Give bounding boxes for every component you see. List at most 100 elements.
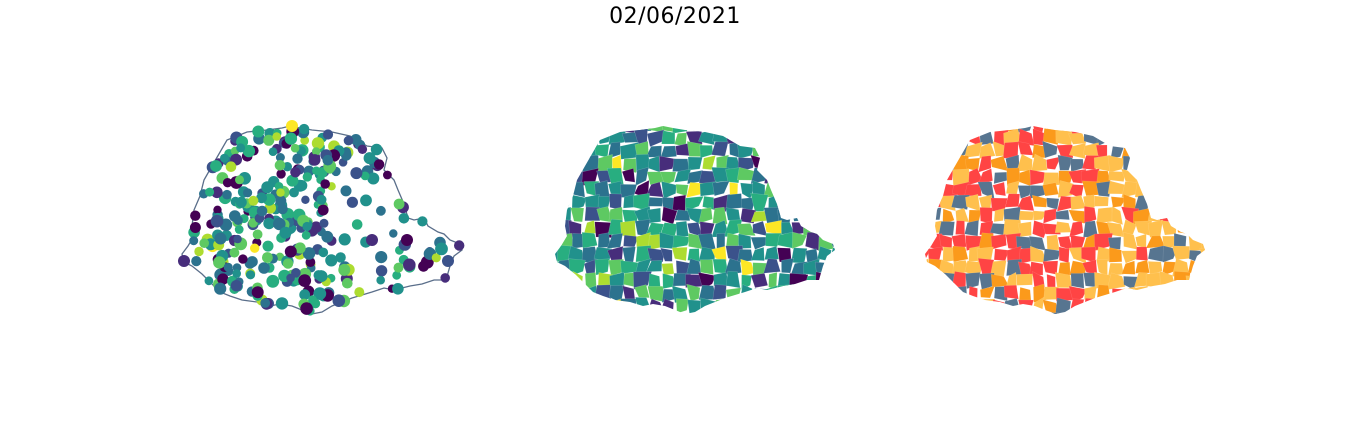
municipality-polygon <box>646 298 664 314</box>
municipality-polygon <box>805 232 820 251</box>
municipality-polygon <box>942 169 954 181</box>
municipality-polygon <box>675 220 689 238</box>
municipality-point <box>346 196 358 208</box>
municipality-polygon <box>623 311 639 314</box>
municipality-polygon <box>750 313 769 314</box>
municipality-polygon <box>1110 126 1124 133</box>
municipality-polygon <box>635 166 649 187</box>
municipality-polygon <box>1084 206 1097 224</box>
municipality-polygon <box>777 195 796 209</box>
municipality-point <box>294 242 306 254</box>
municipality-polygon <box>1046 234 1060 252</box>
municipality-polygon <box>842 193 860 211</box>
municipality-point <box>376 275 385 285</box>
municipality-polygon <box>791 155 805 173</box>
municipality-polygon <box>764 245 780 260</box>
municipality-polygon <box>1187 224 1202 238</box>
municipality-polygon <box>697 272 717 290</box>
municipality-point <box>375 265 388 277</box>
municipality-polygon <box>965 272 981 290</box>
municipality-polygon <box>977 168 993 187</box>
municipality-polygon <box>964 126 983 132</box>
municipality-polygon <box>776 158 795 170</box>
municipality-point <box>245 270 256 280</box>
municipality-polygon <box>844 141 859 159</box>
municipality-polygon <box>674 209 691 221</box>
municipality-polygon <box>688 313 703 314</box>
municipality-polygon <box>763 258 781 274</box>
municipality-polygon <box>788 196 806 209</box>
municipality-polygon <box>1005 310 1023 314</box>
municipality-point <box>373 159 385 170</box>
municipality-polygon <box>830 222 835 238</box>
municipality-polygon <box>1068 209 1085 224</box>
municipality-polygon <box>555 313 560 314</box>
municipality-polygon <box>816 169 832 183</box>
municipality-polygon <box>828 170 835 182</box>
municipality-polygon <box>568 328 584 342</box>
municipality-polygon <box>804 154 817 171</box>
municipality-polygon <box>955 207 970 223</box>
municipality-polygon <box>844 298 857 316</box>
municipality-polygon <box>1107 236 1122 250</box>
municipality-polygon <box>1215 246 1229 260</box>
municipality-polygon <box>925 300 927 314</box>
municipality-polygon <box>633 271 652 290</box>
municipality-polygon <box>1029 309 1045 314</box>
municipality-polygon <box>1112 288 1123 300</box>
municipality-polygon <box>1094 310 1110 314</box>
municipality-point <box>222 178 233 188</box>
municipality-polygon <box>1031 153 1048 172</box>
municipality-polygon <box>672 324 690 341</box>
municipality-polygon <box>557 311 575 314</box>
municipality-polygon <box>660 171 677 186</box>
municipality-polygon <box>805 193 822 211</box>
municipality-polygon <box>1163 327 1177 339</box>
municipality-polygon <box>1173 194 1190 212</box>
municipality-point <box>256 192 267 204</box>
municipality-polygon <box>814 261 832 274</box>
municipality-polygon <box>790 206 807 222</box>
municipality-polygon <box>925 194 931 211</box>
municipality-polygon <box>739 315 756 329</box>
municipality-polygon <box>781 183 793 199</box>
municipality-polygon <box>698 207 713 224</box>
municipality-polygon <box>1029 185 1047 200</box>
municipality-polygon <box>1215 168 1230 186</box>
municipality-polygon <box>1199 286 1205 301</box>
municipality-polygon <box>926 155 940 172</box>
municipality-polygon <box>1147 261 1163 276</box>
municipality-polygon <box>1108 171 1126 182</box>
municipality-point <box>311 137 325 150</box>
municipality-polygon <box>792 231 808 249</box>
municipality-polygon <box>829 324 844 340</box>
municipality-polygon <box>1016 309 1035 314</box>
municipality-polygon <box>804 168 821 187</box>
municipality-point <box>276 169 286 179</box>
municipality-point <box>286 273 295 283</box>
municipality-polygon <box>571 126 586 133</box>
municipality-point <box>316 194 327 205</box>
municipality-polygon <box>1057 154 1073 171</box>
municipality-polygon <box>597 126 611 134</box>
municipality-point <box>454 240 465 251</box>
municipality-polygon <box>1083 194 1095 210</box>
municipality-polygon <box>1186 283 1204 300</box>
municipality-point <box>361 194 371 204</box>
municipality-polygon <box>991 312 1009 314</box>
municipality-polygon <box>1133 142 1150 157</box>
municipality-polygon <box>964 219 979 237</box>
municipality-polygon <box>1096 207 1113 224</box>
municipality-polygon <box>815 195 831 212</box>
municipality-point <box>325 254 338 267</box>
municipality-polygon <box>828 284 835 303</box>
municipality-polygon <box>712 325 728 342</box>
municipality-point <box>266 274 280 288</box>
municipality-polygon <box>843 246 859 261</box>
municipality-polygon <box>805 284 821 302</box>
municipality-polygon <box>1059 323 1073 337</box>
municipality-point <box>220 153 229 163</box>
municipality-polygon <box>555 193 559 212</box>
municipality-polygon <box>1123 155 1138 171</box>
municipality-point <box>261 181 274 194</box>
